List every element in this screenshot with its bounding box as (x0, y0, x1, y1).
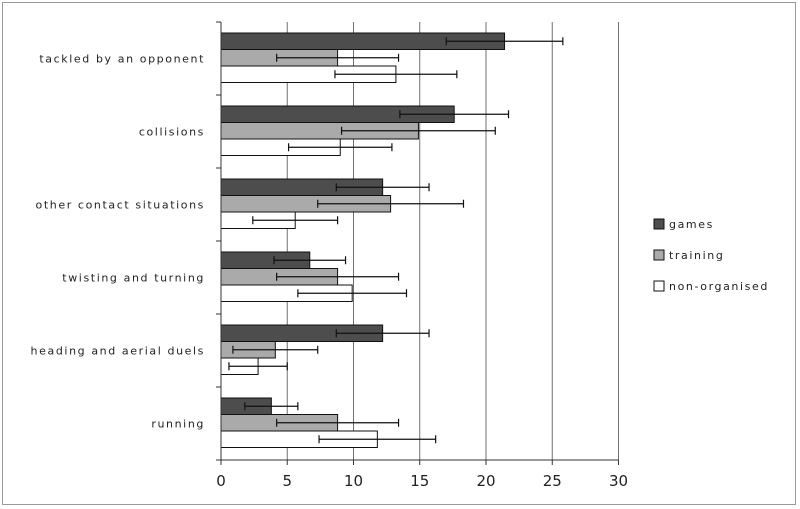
category-label: heading and aerial duels (31, 345, 205, 358)
legend-label: games (669, 218, 714, 231)
x-tick-label: 5 (282, 472, 292, 490)
legend-label: training (669, 249, 724, 262)
x-tick-label: 25 (543, 472, 562, 490)
legend-swatch-non-organised (653, 280, 665, 292)
x-tick-label: 10 (344, 472, 363, 490)
legend-swatch-training (653, 249, 665, 261)
x-tick-label: 20 (476, 472, 495, 490)
category-label: running (151, 418, 205, 431)
legend-swatch-games (653, 218, 665, 230)
x-tick-label: 15 (410, 472, 429, 490)
x-tick-label: 0 (216, 472, 226, 490)
category-label: twisting and turning (62, 272, 205, 285)
category-label: other contact situations (36, 199, 205, 212)
x-tick-label: 30 (609, 472, 628, 490)
category-label: collisions (139, 126, 205, 139)
legend-label: non-organised (669, 280, 769, 293)
category-label: tackled by an opponent (39, 53, 205, 66)
